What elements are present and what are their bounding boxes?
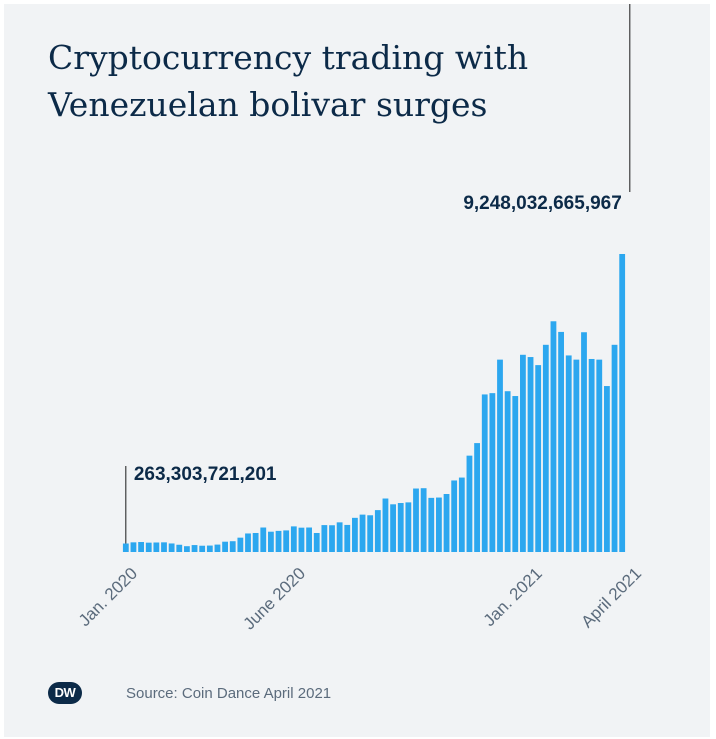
bar-21 [283,530,290,552]
bar-59 [573,359,580,552]
bar-60 [581,332,587,552]
bar-20 [275,530,282,552]
bar-3 [145,542,152,552]
bar-63 [604,386,610,552]
bar-11 [206,545,213,552]
x-tick-label-2: Jan. 2021 [480,564,546,630]
bar-chart: 263,303,721,201 9,248,032,665,967 Jan. 202… [75,4,646,634]
bar-30 [352,517,358,552]
bar-26 [321,525,328,552]
bar-46 [474,443,480,552]
bar-7 [176,544,183,552]
bar-41 [436,497,442,552]
bar-65 [619,254,626,552]
bar-37 [405,502,412,552]
bar-4 [153,542,160,552]
bar-25 [313,532,320,552]
footer: DW Source: Coin Dance April 2021 [48,682,331,704]
chart-card: Cryptocurrency trading with Venezuelan b… [4,4,710,737]
bar-35 [390,504,396,552]
bar-55 [542,344,549,552]
bar-50 [504,391,511,552]
bar-54 [535,365,542,552]
bar-32 [367,515,374,552]
bar-33 [374,510,381,552]
bar-9 [191,545,198,552]
bar-40 [428,497,435,552]
bar-45 [466,455,473,552]
bar-10 [199,545,206,552]
bar-31 [359,514,366,552]
chart-title: Cryptocurrency trading with Venezuelan b… [48,34,668,128]
bar-62 [596,359,603,552]
bar-57 [558,331,564,552]
bar-58 [565,355,572,552]
bar-49 [497,359,503,552]
bar-42 [443,494,450,552]
bar-34 [382,498,389,552]
bar-51 [512,396,519,552]
bar-52 [520,354,526,552]
bar-44 [458,477,465,552]
bar-18 [260,527,267,552]
chart-title-line1: Cryptocurrency trading with [48,38,529,77]
bar-17 [252,532,259,552]
bar-2 [138,542,144,552]
bar-13 [222,541,228,552]
bar-48 [489,393,496,552]
bar-29 [344,524,351,552]
bar-27 [329,525,335,552]
bar-5 [161,542,167,552]
bar-61 [588,358,595,552]
annotation-label-1: 9,248,032,665,967 [463,193,622,214]
bar-22 [290,526,297,552]
chart-title-line2: Venezuelan bolivar surges [48,85,488,124]
annotation-label-0: 263,303,721,201 [134,464,277,485]
bar-23 [298,527,305,552]
bar-1 [130,542,137,552]
x-tick-label-0: Jan. 2020 [75,564,141,630]
bar-64 [611,344,618,552]
x-tick-label-1: June 2020 [240,564,310,634]
bar-24 [306,527,312,552]
bar-14 [229,541,236,552]
bar-15 [237,537,244,552]
bar-38 [413,488,419,552]
bar-56 [550,321,557,552]
source-note: Source: Coin Dance April 2021 [126,684,332,702]
bar-8 [184,546,190,552]
bar-47 [481,394,488,552]
bar-39 [420,488,427,552]
bar-12 [214,544,221,552]
bar-19 [268,531,274,552]
bar-53 [527,357,534,552]
bar-6 [168,543,175,552]
bar-36 [397,503,404,552]
bar-28 [336,522,343,552]
bar-0 [122,543,129,552]
bar-43 [451,480,458,552]
bar-16 [245,533,251,552]
x-tick-label-3: April 2021 [578,564,646,632]
dw-logo: DW [48,682,82,704]
